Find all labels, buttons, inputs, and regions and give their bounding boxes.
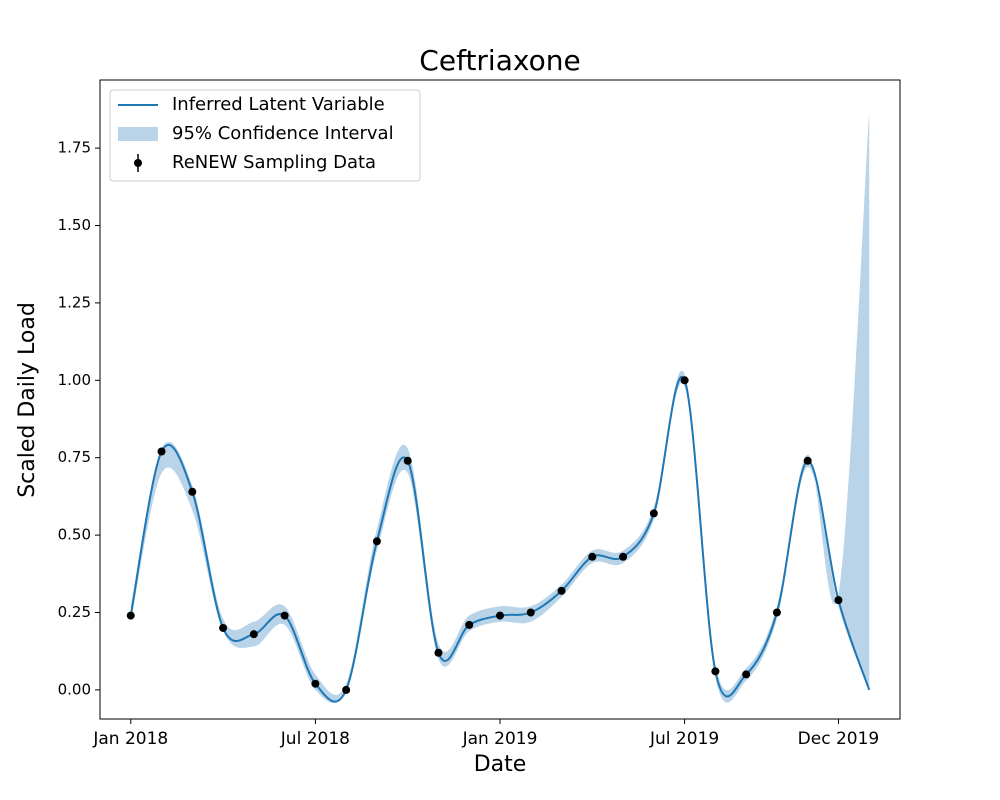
data-point xyxy=(126,611,135,620)
legend-swatch xyxy=(134,159,142,167)
data-point xyxy=(342,685,351,694)
data-point xyxy=(434,648,443,657)
legend-box xyxy=(109,89,421,182)
legend-swatch xyxy=(118,127,158,141)
y-tick-label: 0.25 xyxy=(58,603,91,621)
legend-label: Inferred Latent Variable xyxy=(172,94,385,115)
legend-label: 95% Confidence Interval xyxy=(172,123,394,144)
legend: Inferred Latent Variable 95% Confidence I… xyxy=(109,89,421,182)
data-point xyxy=(803,456,812,465)
data-point xyxy=(219,623,228,632)
data-point xyxy=(157,447,166,456)
y-axis-label: Scaled Daily Load xyxy=(15,302,40,498)
plot-frame xyxy=(99,79,901,720)
data-point xyxy=(834,596,843,605)
x-tick-label: Jan 2018 xyxy=(92,729,168,749)
x-tick-label: Jan 2019 xyxy=(462,729,538,749)
data-point xyxy=(649,509,658,518)
y-tick-label: 0.75 xyxy=(58,448,91,466)
y-tick-label: 1.50 xyxy=(58,216,91,234)
y-tick-label: 0.00 xyxy=(58,680,91,698)
data-point xyxy=(680,376,689,385)
x-tick-label: Jul 2019 xyxy=(649,729,719,749)
data-point xyxy=(372,537,381,546)
data-point xyxy=(311,679,320,688)
chart-title: Ceftriaxone xyxy=(419,44,580,77)
legend-label: ReNEW Sampling Data xyxy=(172,152,376,173)
data-point xyxy=(742,670,751,679)
y-tick-label: 1.25 xyxy=(58,293,91,311)
y-tick-label: 1.75 xyxy=(58,139,91,157)
data-point xyxy=(557,586,566,595)
data-point xyxy=(772,608,781,617)
x-tick-label: Dec 2019 xyxy=(798,729,880,749)
data-point xyxy=(465,620,474,629)
x-axis-label: Date xyxy=(474,752,527,777)
data-point xyxy=(249,630,258,639)
data-point xyxy=(711,667,720,676)
data-point xyxy=(526,608,535,617)
data-point xyxy=(588,552,597,561)
data-point xyxy=(619,552,628,561)
data-point xyxy=(496,611,504,620)
y-tick-label: 0.50 xyxy=(58,526,91,544)
data-point xyxy=(403,456,412,465)
x-tick-label: Jul 2018 xyxy=(280,729,350,749)
y-tick-label: 1.00 xyxy=(58,371,91,389)
data-point xyxy=(280,611,289,620)
data-point xyxy=(188,487,197,496)
